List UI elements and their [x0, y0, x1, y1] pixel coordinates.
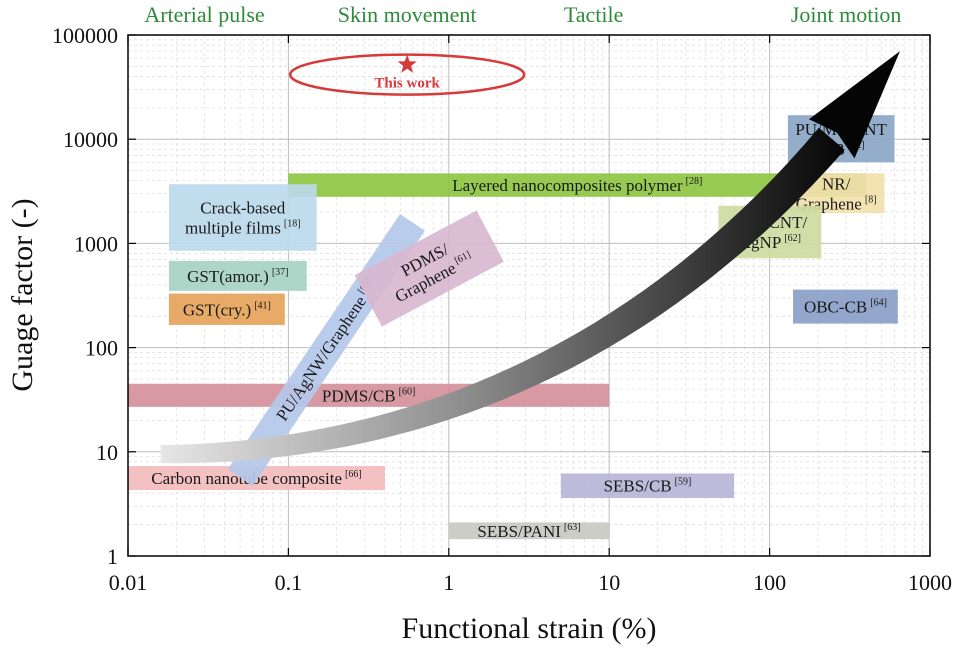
material-box: SEBS/CB [59]: [560, 473, 735, 499]
material-label-line: multiple films: [185, 218, 281, 237]
x-tick-label: 0.01: [109, 570, 148, 595]
axis-ticks: 0.01 0.1 1 10 100 1000 1 10 100 1000 10000 100000: [52, 23, 952, 595]
material-label-line: GST(cry.): [183, 300, 251, 319]
material-label-line: Layered nanocomposites polymer: [452, 176, 683, 195]
material-box: GST(amor.) [37]: [168, 260, 307, 291]
material-ref: [62]: [784, 233, 801, 244]
material-box: OBC-CB [64]: [793, 289, 898, 324]
material-box-rect: [168, 260, 307, 291]
x-tick-label: 10: [598, 570, 620, 595]
y-tick-label: 10000: [63, 127, 118, 152]
x-tick-label: 1000: [908, 570, 952, 595]
material-box: GST(cry.) [41]: [168, 293, 285, 325]
material-box-rect: [288, 173, 867, 197]
material-box: Crack-based multiple films [18]: [168, 184, 317, 251]
material-ref: [63]: [564, 522, 581, 533]
material-label-line: PDMS/CB: [322, 386, 396, 405]
material-label: PDMS/CB [60]: [322, 386, 415, 405]
material-box-rect: [560, 473, 735, 499]
material-box-rect: [168, 184, 317, 251]
material-label: Crack-based multiple films [18]: [185, 198, 301, 237]
this-work-marker: This work: [288, 53, 526, 96]
trend-arrow-head: [809, 51, 900, 159]
region-label: Skin movement: [338, 2, 477, 27]
trend-arrow-layer: [160, 51, 900, 464]
material-ref: [28]: [686, 176, 703, 187]
x-axis-title: Functional strain (%): [402, 612, 657, 645]
y-tick-label: 100: [85, 336, 118, 361]
material-ref: [41]: [254, 300, 271, 311]
material-label: GST(cry.) [41]: [183, 300, 271, 319]
material-label: GST(amor.) [37]: [187, 267, 288, 286]
region-label: Arterial pulse: [144, 2, 264, 27]
x-tick-label: 0.1: [275, 570, 303, 595]
material-label-line: SEBS/CB: [604, 477, 672, 496]
material-box-rect: [793, 289, 898, 324]
material-boxes: PU/MWCNT/CB[62]Layered nanocomposites po…: [128, 115, 898, 541]
region-label: Tactile: [564, 2, 624, 27]
region-label: Joint motion: [791, 2, 902, 27]
material-label: SEBS/CB [59]: [604, 477, 692, 496]
y-tick-label: 10: [96, 440, 118, 465]
material-box: SEBS/PANI [63]: [448, 522, 610, 541]
material-box: Layered nanocomposites polymer [28]: [288, 173, 867, 197]
y-tick-label: 1000: [74, 231, 118, 256]
material-label-line: SEBS/PANI: [477, 522, 561, 541]
plot-frame: [127, 34, 931, 557]
trend-arrow-body: [160, 127, 845, 464]
material-box-rect: [354, 210, 504, 327]
material-ref: [66]: [345, 469, 362, 480]
x-tick-label: 1: [443, 570, 454, 595]
material-ref: [18]: [284, 218, 301, 229]
material-label: Layered nanocomposites polymer [28]: [452, 176, 702, 195]
material-box-rect: [168, 293, 285, 325]
material-label: OBC-CB [64]: [804, 298, 887, 317]
material-ref: [37]: [272, 267, 289, 278]
material-label-line: OBC-CB: [804, 298, 867, 317]
material-ref: [64]: [870, 298, 887, 309]
material-label: SEBS/PANI [63]: [477, 522, 580, 541]
material-label-line: GST(amor.): [187, 267, 269, 286]
material-box-rect: [448, 522, 610, 540]
material-box: PDMS/Graphene[61]: [354, 210, 504, 327]
this-work-star: [397, 54, 417, 73]
y-tick-label: 1: [107, 544, 118, 569]
y-axis-title: Guage factor (-): [6, 198, 39, 391]
material-ref: [60]: [399, 386, 416, 397]
material-box: PDMS/CB [60]: [128, 383, 610, 407]
region-labels: Arterial pulse Skin movement Tactile Joint …: [144, 2, 901, 27]
this-work-label: This work: [374, 76, 440, 92]
x-tick-label: 100: [753, 570, 786, 595]
material-ref: [8]: [865, 194, 877, 205]
y-tick-label: 100000: [52, 23, 118, 48]
material-label-line: Crack-based: [200, 198, 285, 217]
this-work-ellipse: [288, 53, 526, 96]
material-label-line: NR/: [822, 174, 851, 193]
material-ref: [59]: [675, 477, 692, 488]
